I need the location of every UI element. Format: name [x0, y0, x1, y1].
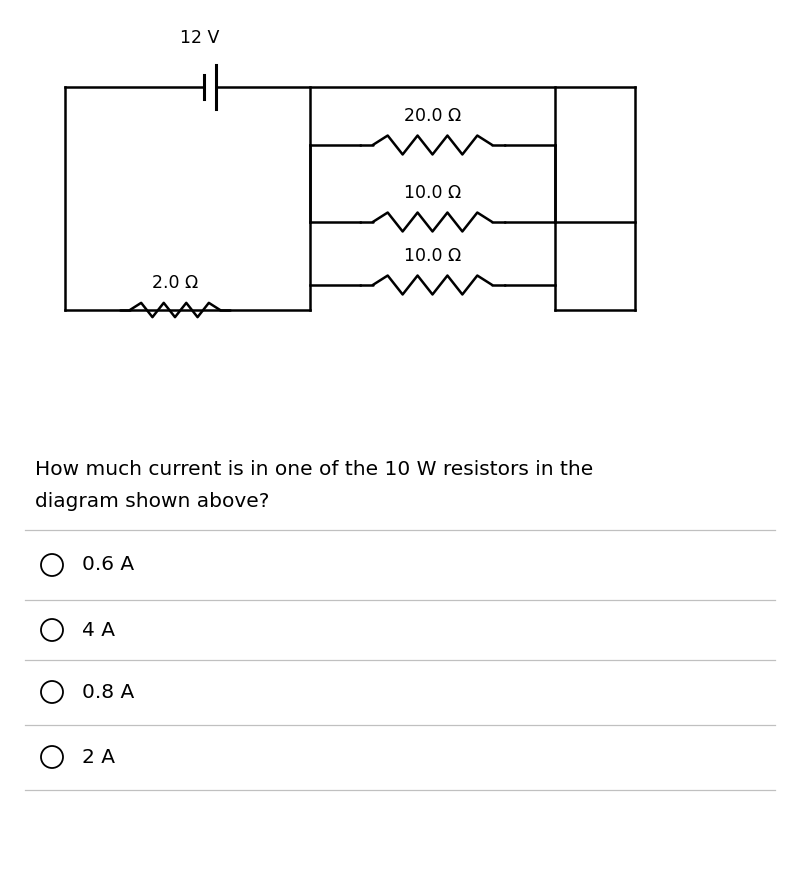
Text: 10.0 Ω: 10.0 Ω: [404, 247, 461, 265]
Text: 10.0 Ω: 10.0 Ω: [404, 184, 461, 202]
Text: How much current is in one of the 10 W resistors in the: How much current is in one of the 10 W r…: [35, 460, 594, 479]
Text: 12 V: 12 V: [180, 29, 220, 47]
Text: 4 A: 4 A: [82, 620, 115, 639]
Text: 0.6 A: 0.6 A: [82, 556, 134, 575]
Text: diagram shown above?: diagram shown above?: [35, 492, 270, 511]
Text: 0.8 A: 0.8 A: [82, 683, 134, 701]
Text: 2.0 Ω: 2.0 Ω: [152, 274, 198, 292]
Text: 20.0 Ω: 20.0 Ω: [404, 107, 461, 125]
Text: 2 A: 2 A: [82, 747, 115, 766]
